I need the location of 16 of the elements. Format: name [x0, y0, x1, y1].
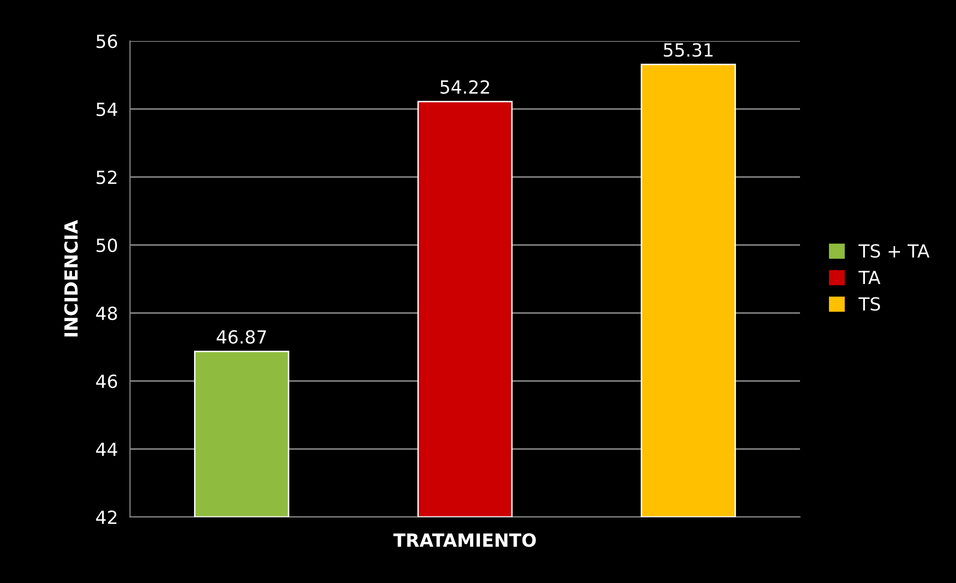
legend-label: TS [858, 297, 880, 311]
y-tick-label: 46 [96, 374, 118, 388]
x-axis-title: TRATAMIENTO [393, 533, 536, 547]
y-tick-label: 50 [96, 238, 117, 252]
data-label: 55.31 [664, 43, 713, 57]
y-tick-label: 52 [96, 170, 116, 184]
y-tick-label: 48 [96, 306, 117, 320]
y-tick-label: 54 [96, 102, 118, 116]
y-tick-label: 42 [96, 510, 116, 524]
data-label: 46.87 [216, 330, 266, 344]
data-label: 54.22 [440, 80, 490, 94]
legend-label: TA [858, 270, 880, 284]
y-tick-label: 56 [96, 34, 118, 48]
y-axis-title: INCIDENCIA [64, 220, 78, 336]
legend-label: TS + TA [858, 244, 930, 258]
y-tick-label: 44 [96, 442, 118, 456]
